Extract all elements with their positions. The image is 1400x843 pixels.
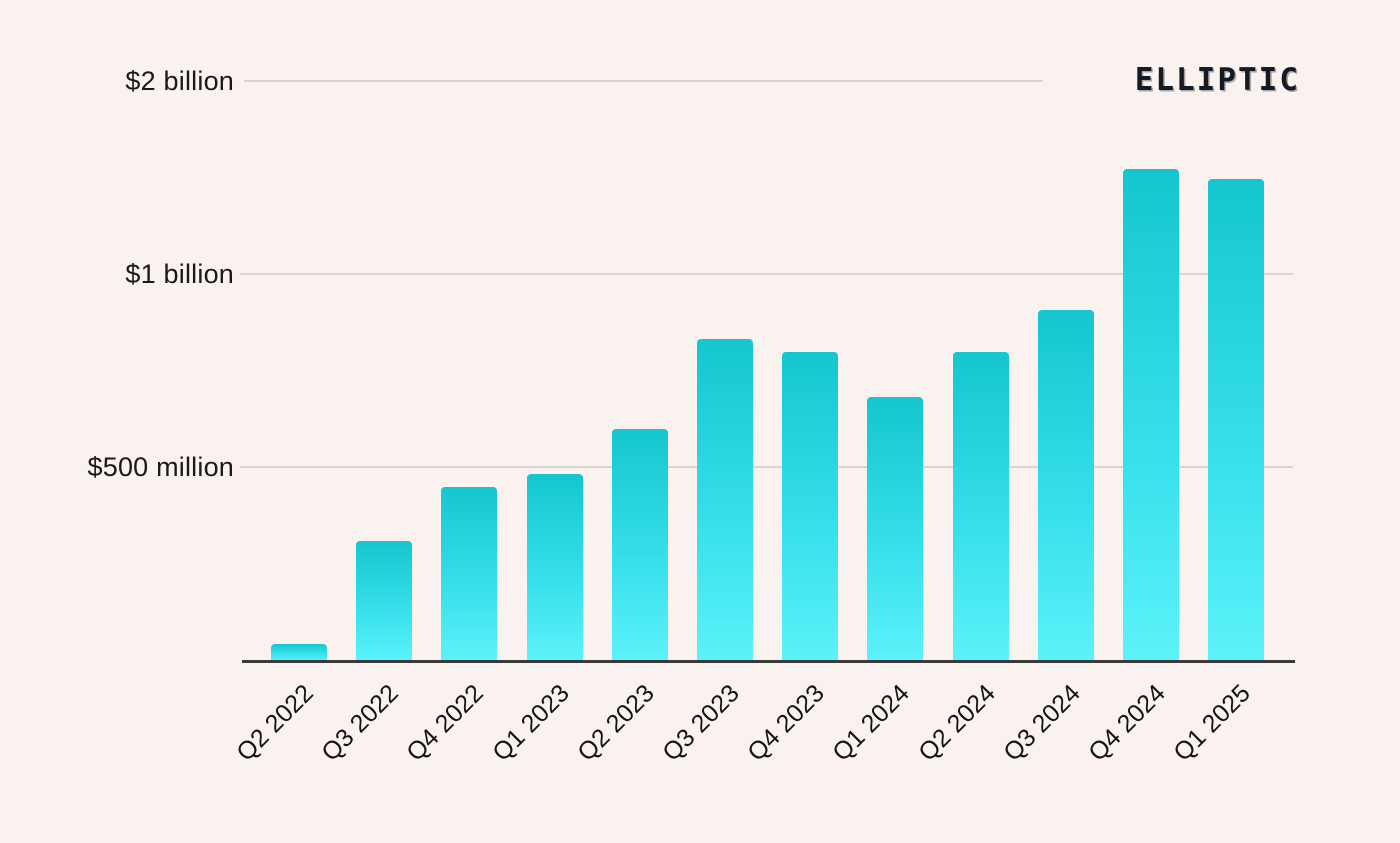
y-axis-label--2-billion: $2 billion (125, 66, 234, 96)
bar-q3-2022 (356, 541, 413, 661)
bar-q2-2024 (952, 352, 1009, 661)
elliptic-logo: ELLIPTIC (1134, 62, 1300, 98)
y-axis-label--500-million: $500 million (87, 452, 234, 482)
bar-q1-2025 (1208, 178, 1265, 661)
gridline--1-billion (240, 273, 1293, 275)
bar-q3-2023 (697, 338, 753, 661)
gridline--500-million (240, 466, 1293, 468)
bar-q2-2023 (611, 429, 668, 661)
x-axis-label-q4-2024: Q4 2024 (1083, 679, 1171, 767)
x-axis-label-q1-2023: Q1 2023 (486, 679, 575, 767)
y-axis-label--1-billion: $1 billion (125, 259, 234, 289)
x-axis-label-q2-2024: Q2 2024 (912, 679, 1001, 767)
x-axis-line (242, 660, 1295, 663)
x-axis-label-q4-2023: Q4 2023 (742, 679, 831, 767)
x-axis-label-q3-2023: Q3 2023 (657, 679, 745, 767)
x-axis-label-q4-2022: Q4 2022 (401, 679, 490, 767)
x-axis-label-q3-2024: Q3 2024 (998, 679, 1086, 767)
bar-q4-2022 (441, 487, 498, 661)
gridline--2-billion (244, 80, 1043, 82)
x-axis-label-q3-2022: Q3 2022 (316, 679, 405, 767)
bar-q4-2023 (782, 352, 839, 661)
bar-q3-2024 (1037, 309, 1094, 661)
bar-q4-2024 (1123, 168, 1179, 661)
x-axis-label-q1-2024: Q1 2024 (827, 679, 916, 767)
x-axis-label-q2-2023: Q2 2023 (572, 679, 660, 767)
x-axis-label-q2-2022: Q2 2022 (231, 679, 319, 767)
bar-q2-2022 (271, 643, 327, 661)
x-axis-label-q1-2025: Q1 2025 (1168, 679, 1257, 767)
bar-q1-2023 (526, 473, 583, 661)
bar-q1-2024 (867, 396, 924, 661)
